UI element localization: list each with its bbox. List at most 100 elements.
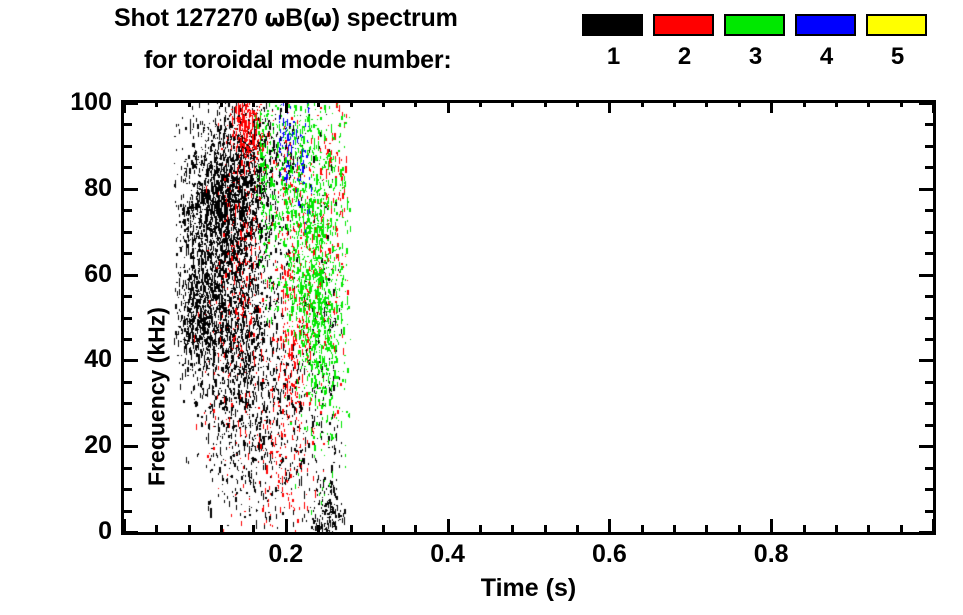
x-tick-minor-top-0.28 bbox=[350, 100, 353, 107]
title-shot-text: Shot 127270 bbox=[114, 4, 265, 32]
y-tick-label-60: 60 bbox=[84, 259, 112, 288]
y-tick-major-right-40 bbox=[919, 359, 933, 362]
x-tick-minor-0.76 bbox=[738, 525, 741, 532]
x-tick-minor-0.28 bbox=[350, 525, 353, 532]
x-tick-minor-top-0.16 bbox=[252, 100, 255, 107]
y-tick-minor-right-25 bbox=[925, 424, 933, 427]
y-tick-minor-25 bbox=[124, 424, 132, 427]
x-tick-minor-top-0.36 bbox=[414, 100, 417, 107]
y-tick-major-0 bbox=[124, 531, 138, 534]
y-tick-minor-right-10 bbox=[925, 488, 933, 491]
y-tick-label-20: 20 bbox=[84, 431, 112, 460]
x-tick-minor-0.44 bbox=[479, 525, 482, 532]
y-tick-major-right-60 bbox=[919, 274, 933, 277]
y-tick-minor-right-15 bbox=[925, 467, 933, 470]
omega-glyph-2: ω bbox=[311, 4, 332, 32]
x-tick-minor-0.88 bbox=[835, 525, 838, 532]
legend-swatch-5 bbox=[866, 14, 927, 36]
y-tick-minor-35 bbox=[124, 381, 132, 384]
spectrum-scatter-canvas bbox=[124, 103, 933, 532]
legend-swatch-2 bbox=[653, 14, 714, 36]
y-tick-minor-30 bbox=[124, 402, 132, 405]
y-tick-minor-75 bbox=[124, 209, 132, 212]
x-tick-minor-top-0.48 bbox=[511, 100, 514, 107]
y-tick-major-right-0 bbox=[919, 531, 933, 534]
axis-line-top bbox=[121, 100, 936, 103]
x-tick-minor-top-0.76 bbox=[738, 100, 741, 107]
x-tick-minor-0.24 bbox=[317, 525, 320, 532]
legend-label-3: 3 bbox=[748, 43, 763, 70]
legend-entry-3[interactable]: 3 bbox=[724, 14, 787, 70]
y-tick-minor-65 bbox=[124, 252, 132, 255]
y-tick-major-100 bbox=[124, 102, 138, 105]
x-tick-minor-0.36 bbox=[414, 525, 417, 532]
legend-entry-2[interactable]: 2 bbox=[653, 14, 716, 70]
y-tick-minor-right-5 bbox=[925, 510, 933, 513]
y-tick-minor-right-35 bbox=[925, 381, 933, 384]
y-tick-minor-90 bbox=[124, 145, 132, 148]
x-tick-major-0.8 bbox=[770, 519, 773, 532]
title-b-open: B( bbox=[285, 4, 312, 32]
y-tick-label-0: 0 bbox=[98, 517, 112, 545]
x-tick-minor-top-0.88 bbox=[835, 100, 838, 107]
legend-label-4: 4 bbox=[819, 43, 834, 70]
x-tick-minor-0.12 bbox=[220, 525, 223, 532]
chart-title-line-2: for toroidal mode number: bbox=[144, 46, 452, 74]
x-tick-minor-top-0.44 bbox=[479, 100, 482, 107]
y-tick-minor-15 bbox=[124, 467, 132, 470]
plot-area: Frequency (kHz) bbox=[121, 100, 936, 535]
x-tick-minor-0.84 bbox=[803, 525, 806, 532]
y-tick-minor-85 bbox=[124, 166, 132, 169]
x-tick-major-top-1 bbox=[932, 100, 935, 113]
x-tick-minor-0.72 bbox=[705, 525, 708, 532]
legend-swatch-4 bbox=[795, 14, 856, 36]
y-tick-minor-10 bbox=[124, 488, 132, 491]
x-tick-minor-top-0.08 bbox=[188, 100, 191, 107]
axis-line-right bbox=[933, 100, 936, 535]
y-tick-minor-right-90 bbox=[925, 145, 933, 148]
x-tick-label-0.8: 0.8 bbox=[753, 540, 789, 568]
y-axis-tick-labels: 0 20 40 60 80 100 bbox=[0, 90, 112, 544]
y-tick-minor-55 bbox=[124, 295, 132, 298]
y-tick-minor-right-75 bbox=[925, 209, 933, 212]
x-tick-minor-top-0.52 bbox=[544, 100, 547, 107]
y-tick-label-80: 80 bbox=[84, 173, 112, 202]
x-tick-label-0.2: 0.2 bbox=[268, 540, 304, 568]
x-tick-minor-0.16 bbox=[252, 525, 255, 532]
x-tick-minor-0.52 bbox=[544, 525, 547, 532]
y-tick-minor-right-50 bbox=[925, 317, 933, 320]
omega-glyph-1: ω bbox=[264, 4, 286, 32]
legend-label-5: 5 bbox=[890, 43, 905, 70]
y-tick-minor-50 bbox=[124, 317, 132, 320]
x-tick-major-0.4 bbox=[447, 519, 450, 532]
y-tick-minor-70 bbox=[124, 231, 132, 234]
y-tick-minor-right-85 bbox=[925, 166, 933, 169]
axis-line-left bbox=[121, 100, 124, 535]
y-tick-minor-right-45 bbox=[925, 338, 933, 341]
y-axis-title: Frequency (kHz) bbox=[143, 307, 170, 486]
x-tick-minor-0.08 bbox=[188, 525, 191, 532]
legend-entry-5[interactable]: 5 bbox=[866, 14, 929, 70]
y-tick-minor-right-30 bbox=[925, 402, 933, 405]
x-tick-minor-0.92 bbox=[867, 525, 870, 532]
x-tick-minor-top-0.84 bbox=[803, 100, 806, 107]
y-tick-minor-right-70 bbox=[925, 231, 933, 234]
legend-label-2: 2 bbox=[677, 43, 692, 70]
x-tick-major-top-0.4 bbox=[447, 100, 450, 113]
x-tick-major-0.6 bbox=[608, 519, 611, 532]
x-axis-title: Time (s) bbox=[480, 574, 577, 602]
y-tick-minor-5 bbox=[124, 510, 132, 513]
y-tick-major-60 bbox=[124, 274, 138, 277]
y-tick-minor-right-95 bbox=[925, 123, 933, 126]
spectrum-canvas-wrap bbox=[124, 103, 933, 532]
x-tick-minor-top-0.12 bbox=[220, 100, 223, 107]
x-axis-tick-labels: 0.2 0.4 0.6 0.8 bbox=[121, 541, 936, 575]
legend-entry-4[interactable]: 4 bbox=[795, 14, 858, 70]
x-tick-minor-top-0.32 bbox=[382, 100, 385, 107]
y-tick-label-40: 40 bbox=[84, 345, 112, 374]
y-tick-major-40 bbox=[124, 359, 138, 362]
x-tick-major-0.2 bbox=[285, 519, 288, 532]
y-tick-major-80 bbox=[124, 188, 138, 191]
legend-entry-1[interactable]: 1 bbox=[582, 14, 645, 70]
